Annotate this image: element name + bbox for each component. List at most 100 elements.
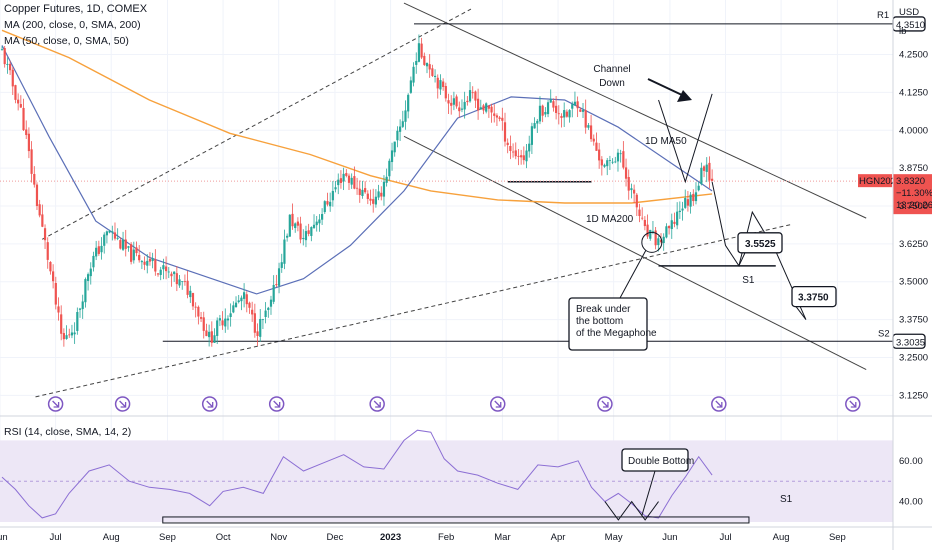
megaphone-bottom-line (35, 223, 793, 398)
x-tick-label: Jul (50, 532, 62, 543)
candle-body (638, 209, 641, 217)
candle-body (630, 188, 633, 191)
y-tick-label: 3.5000 (899, 277, 928, 288)
event-arrow-icon (373, 400, 381, 408)
last-price-value: 3.8320 (896, 176, 925, 187)
candle-body (116, 237, 119, 239)
symbol-label: HGN2023 (859, 176, 901, 187)
candle-body (100, 245, 103, 253)
event-arrow-icon (119, 400, 127, 408)
candle-body (334, 187, 337, 190)
candle-body (245, 294, 248, 305)
candle-body (197, 306, 200, 317)
candle-body (237, 300, 240, 303)
candle-body (232, 305, 235, 313)
candle-body (267, 307, 270, 311)
rsi-legend[interactable]: RSI (14, close, SMA, 14, 2) (4, 426, 132, 438)
candle-body (555, 105, 558, 113)
double-bottom-label: Double Bottom (628, 456, 694, 467)
candle-body (614, 161, 617, 163)
annotations: 4.3510 R1 3.3035 S2 S1 HGN20233.8320−11.30%13… (568, 10, 932, 517)
candle-body (0, 49, 4, 51)
candle-body (565, 111, 568, 117)
candle-body (358, 188, 361, 196)
candle-body (420, 43, 423, 58)
candle-body (428, 64, 431, 70)
candle-body (259, 318, 262, 337)
candle-body (175, 273, 178, 285)
unit-label: lb (899, 26, 906, 37)
candle-body (692, 193, 695, 202)
r1-label: R1 (877, 10, 889, 21)
candle-body (111, 231, 114, 233)
candle-body (355, 187, 359, 189)
candle-body (654, 230, 657, 246)
candle-body (8, 63, 12, 71)
x-tick-label: Feb (438, 532, 454, 543)
candle-body (291, 213, 294, 227)
rsi-tick-label: 60.00 (899, 456, 923, 467)
candle-body (667, 226, 671, 229)
candle-body (471, 92, 474, 94)
moving-averages (1, 29, 713, 295)
candle-body (501, 117, 504, 121)
x-tick-label: Aug (103, 532, 120, 543)
candle-body (41, 214, 44, 227)
candle-body (242, 292, 246, 299)
event-icons[interactable] (47, 396, 861, 412)
x-tick-label: May (605, 532, 623, 543)
x-tick-label: Sep (829, 532, 846, 543)
x-tick-label: Jun (662, 532, 677, 543)
candle-body (670, 220, 673, 230)
candle-body (673, 221, 676, 224)
candle-body (337, 179, 340, 186)
candle-body (549, 99, 552, 103)
candle-body (493, 113, 496, 116)
candle-body (377, 191, 380, 198)
candle-body (261, 319, 265, 321)
candle-body (148, 258, 152, 262)
ma200-legend[interactable]: MA (200, close, 0, SMA, 200) (4, 19, 141, 31)
candle-body (304, 231, 308, 241)
candle-body (323, 201, 326, 213)
candle-body (199, 317, 203, 319)
candle-body (124, 239, 127, 249)
candle-body (576, 101, 579, 109)
candle-body (415, 60, 418, 65)
ma50-legend[interactable]: MA (50, close, 0, SMA, 50) (4, 35, 129, 47)
x-tick-label: Nov (270, 532, 287, 543)
candle-body (595, 142, 598, 151)
candle-body (78, 308, 82, 310)
channel-down-arrow-head (677, 90, 692, 102)
candle-body (178, 279, 181, 286)
candle-body (151, 258, 154, 262)
candle-body (132, 249, 135, 261)
candle-body (57, 306, 60, 313)
candle-body (84, 279, 87, 303)
candle-body (686, 199, 690, 206)
candle-body (522, 155, 525, 161)
candles (0, 34, 714, 347)
candle-body (251, 309, 254, 315)
candle-body (19, 104, 22, 108)
candle-body (361, 189, 364, 196)
candle-body (329, 201, 332, 207)
candle-body (412, 66, 415, 83)
target2-pointer (795, 306, 807, 320)
event-arrow-icon (206, 400, 214, 408)
candle-body (269, 299, 273, 307)
candle-body (186, 280, 189, 295)
candle-body (541, 105, 544, 116)
candle-body (253, 313, 256, 333)
candle-body (536, 120, 539, 124)
candle-body (711, 178, 714, 181)
candle-body (563, 110, 566, 118)
channel-down-label: Down (599, 78, 625, 89)
rsi-s1-label: S1 (780, 494, 793, 505)
channel-top-line (403, 2, 867, 219)
candle-body (657, 238, 660, 246)
event-arrow-icon (601, 400, 609, 408)
candle-body (689, 194, 692, 207)
candle-body (369, 198, 372, 201)
